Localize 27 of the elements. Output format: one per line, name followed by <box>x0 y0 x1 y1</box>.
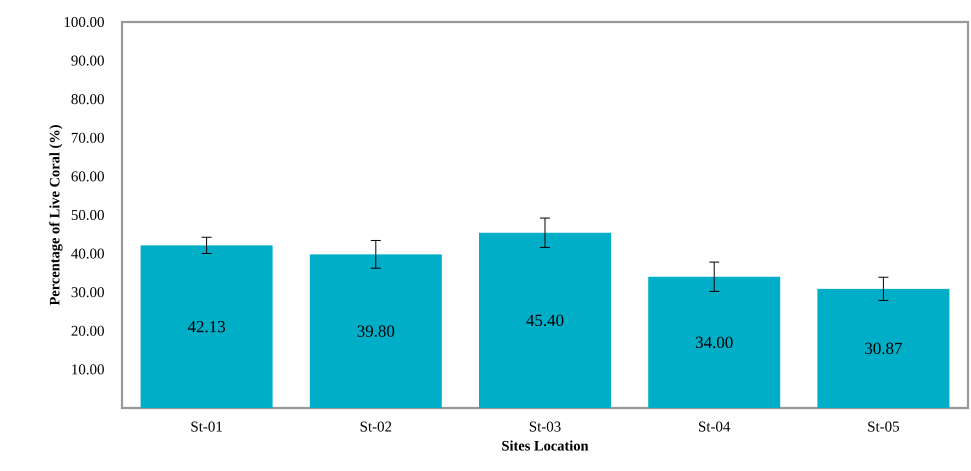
x-axis-title: Sites Location <box>502 440 588 451</box>
y-tick-label: 80.00 <box>71 94 104 104</box>
y-tick-label: 90.00 <box>71 56 104 66</box>
x-tick-label: St-03 <box>530 422 561 432</box>
data-label: 45.40 <box>526 314 564 326</box>
y-tick-label: 20.00 <box>72 326 104 336</box>
data-label: 34.00 <box>696 336 733 348</box>
y-tick-label: 30.00 <box>72 287 104 298</box>
bar <box>648 276 780 408</box>
x-tick-label: St-01 <box>191 422 222 432</box>
y-tick-label: 40.00 <box>71 248 104 259</box>
data-label: 30.87 <box>865 342 902 354</box>
y-tick-label: 10.00 <box>72 364 104 374</box>
bar <box>140 245 273 408</box>
x-tick-label: St-02 <box>360 422 392 432</box>
x-tick-label: St-04 <box>699 422 730 432</box>
bar <box>479 232 612 408</box>
data-label: 42.13 <box>188 320 226 332</box>
y-tick-label: 100.00 <box>64 16 104 28</box>
x-tick-label: St-05 <box>868 422 900 432</box>
y-tick-label: 60.00 <box>72 171 104 182</box>
data-label: 39.80 <box>358 325 394 337</box>
y-tick-label: 50.00 <box>72 210 104 220</box>
bar <box>310 254 442 408</box>
bar <box>817 288 950 408</box>
y-axis-title: Percentage of Live Coral (%) <box>49 125 63 306</box>
y-tick-label: 70.00 <box>72 132 104 143</box>
